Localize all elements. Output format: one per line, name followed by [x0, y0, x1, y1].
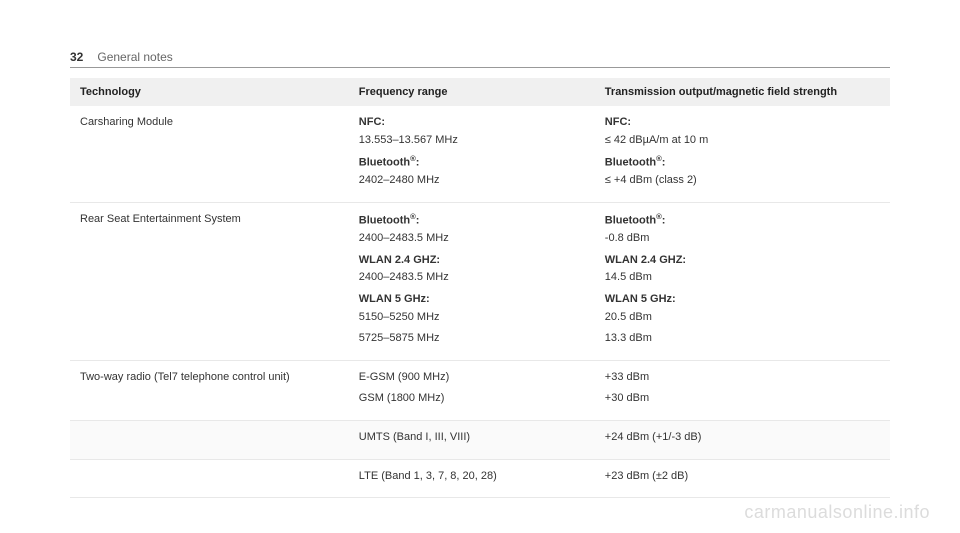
watermark: carmanualsonline.info — [744, 502, 930, 523]
page-number: 32 — [70, 50, 83, 64]
table-row: Two-way radio (Tel7 telephone control un… — [70, 360, 890, 420]
cell-output: +23 dBm (±2 dB) — [595, 459, 890, 498]
table-row: LTE (Band 1, 3, 7, 8, 20, 28)+23 dBm (±2… — [70, 459, 890, 498]
cell-technology: Rear Seat Entertainment System — [70, 203, 349, 361]
col-header-technology: Technology — [70, 78, 349, 106]
cell-frequency: UMTS (Band I, III, VIII) — [349, 421, 595, 460]
table-body: Carsharing ModuleNFC:13.553–13.567 MHzBl… — [70, 106, 890, 498]
table-row: UMTS (Band I, III, VIII)+24 dBm (+1/-3 d… — [70, 421, 890, 460]
cell-technology — [70, 459, 349, 498]
specs-table: Technology Frequency range Transmission … — [70, 78, 890, 498]
cell-frequency: NFC:13.553–13.567 MHzBluetooth®:2402–248… — [349, 106, 595, 203]
table-header-row: Technology Frequency range Transmission … — [70, 78, 890, 106]
cell-output: +33 dBm+30 dBm — [595, 360, 890, 420]
cell-technology — [70, 421, 349, 460]
page-header: 32 General notes — [70, 50, 890, 68]
cell-output: +24 dBm (+1/-3 dB) — [595, 421, 890, 460]
cell-frequency: LTE (Band 1, 3, 7, 8, 20, 28) — [349, 459, 595, 498]
table-row: Carsharing ModuleNFC:13.553–13.567 MHzBl… — [70, 106, 890, 203]
cell-frequency: E-GSM (900 MHz)GSM (1800 MHz) — [349, 360, 595, 420]
cell-output: Bluetooth®:-0.8 dBmWLAN 2.4 GHZ:14.5 dBm… — [595, 203, 890, 361]
col-header-output: Transmission output/magnetic field stren… — [595, 78, 890, 106]
col-header-frequency: Frequency range — [349, 78, 595, 106]
cell-output: NFC:≤ 42 dBµA/m at 10 mBluetooth®:≤ +4 d… — [595, 106, 890, 203]
table-row: Rear Seat Entertainment SystemBluetooth®… — [70, 203, 890, 361]
cell-technology: Carsharing Module — [70, 106, 349, 203]
cell-frequency: Bluetooth®:2400–2483.5 MHzWLAN 2.4 GHZ:2… — [349, 203, 595, 361]
section-title: General notes — [97, 50, 172, 64]
cell-technology: Two-way radio (Tel7 telephone control un… — [70, 360, 349, 420]
